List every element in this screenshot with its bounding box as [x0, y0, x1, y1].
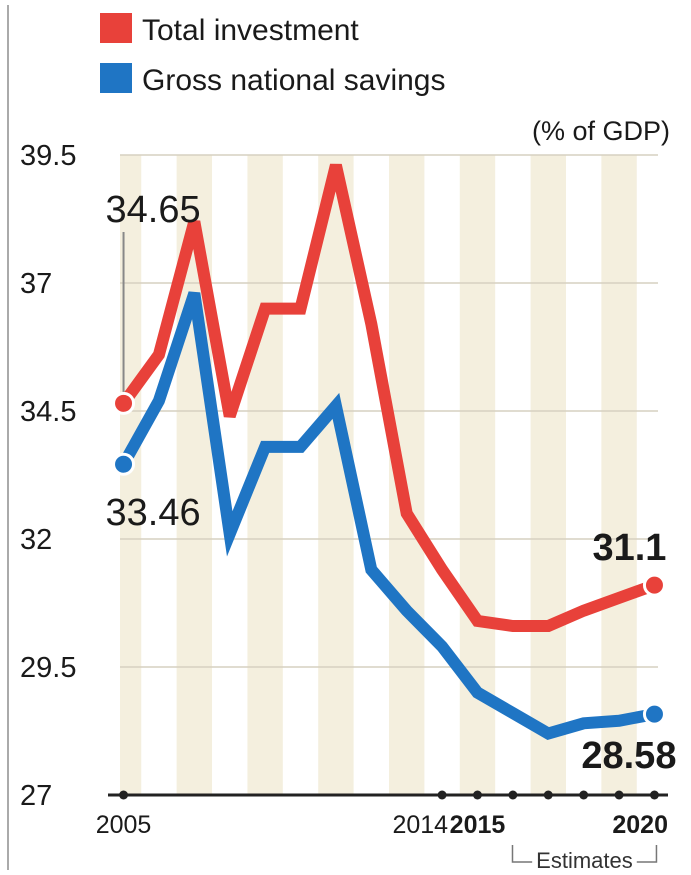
y-tick-27: 27: [20, 780, 52, 812]
series-line-0: [118, 163, 657, 633]
estimates-label-bg: [532, 848, 637, 873]
x-dot-2020: [649, 790, 659, 800]
estimates-label: Estimates: [536, 848, 633, 873]
endpoint-1-2005: [112, 452, 136, 476]
endpoint-0-2005: [112, 391, 136, 415]
x-tick-2015: 2015: [450, 811, 506, 839]
endpoint-1-2020: [642, 702, 666, 726]
unit-label: (% of GDP): [532, 116, 670, 146]
x-dot-2014: [437, 790, 447, 800]
x-dot-2018: [579, 790, 589, 800]
x-axis-ticks: 2005 2014 2015 2020: [96, 811, 668, 839]
y-tick-37: 37: [20, 268, 52, 300]
y-tick-29.5: 29.5: [20, 652, 76, 684]
legend-swatch-savings: [100, 63, 132, 93]
legend-swatch-investment: [100, 13, 132, 43]
series-line-1: [118, 291, 656, 741]
legend-label-savings: Gross national savings: [142, 64, 446, 97]
endpoint-0-2020: [642, 573, 666, 597]
annotation-33.46: 33.46: [106, 492, 201, 534]
x-axis-tick-dots: [119, 790, 659, 800]
x-dot-2015: [472, 790, 482, 800]
x-dot-2016: [508, 790, 518, 800]
x-tick-2005: 2005: [96, 811, 152, 839]
x-tick-2014: 2014: [392, 811, 448, 839]
legend-label-investment: Total investment: [142, 14, 359, 47]
data-annotations: 34.65 33.46 31.1 28.58: [106, 189, 677, 777]
x-dot-2005: [119, 790, 129, 800]
x-tick-2020: 2020: [612, 811, 668, 839]
annotation-34.65: 34.65: [106, 189, 201, 231]
series-lines: [118, 163, 657, 741]
x-dot-2017: [543, 790, 553, 800]
y-tick-32: 32: [20, 524, 52, 556]
legend: Total investment Gross national savings: [100, 13, 446, 97]
series-endpoints: [112, 391, 666, 726]
band-2017: [530, 155, 566, 795]
y-axis-ticks: 39.5 37 34.5 32 29.5 27: [20, 140, 76, 812]
y-tick-39.5: 39.5: [20, 140, 76, 172]
annotation-31.1: 31.1: [592, 527, 666, 569]
band-2005: [120, 155, 142, 795]
x-dot-2019: [614, 790, 624, 800]
y-tick-34.5: 34.5: [20, 396, 76, 428]
annotation-28.58: 28.58: [581, 735, 676, 777]
band-2019: [601, 155, 637, 795]
